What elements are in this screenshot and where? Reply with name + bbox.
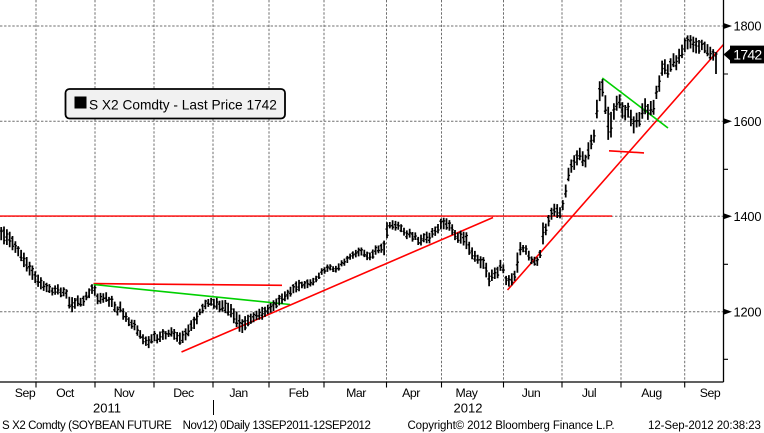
svg-text:1742: 1742 bbox=[733, 47, 762, 63]
svg-text:Jan: Jan bbox=[229, 386, 248, 400]
svg-text:May: May bbox=[456, 386, 479, 400]
svg-text:2012: 2012 bbox=[454, 401, 483, 416]
svg-text:Oct: Oct bbox=[56, 386, 75, 400]
svg-text:Sep: Sep bbox=[700, 386, 721, 400]
svg-text:Feb: Feb bbox=[289, 386, 309, 400]
svg-text:Copyright© 2012 Bloomberg Fina: Copyright© 2012 Bloomberg Finance L.P. bbox=[408, 420, 615, 432]
svg-text:1400: 1400 bbox=[734, 209, 762, 224]
svg-text:Jun: Jun bbox=[522, 386, 541, 400]
svg-text:Sep: Sep bbox=[15, 386, 36, 400]
svg-text:Dec: Dec bbox=[173, 386, 194, 400]
svg-text:Nov: Nov bbox=[114, 386, 136, 400]
svg-text:1600: 1600 bbox=[734, 114, 762, 129]
svg-text:S X2 Comdty - Last Price 1742: S X2 Comdty - Last Price 1742 bbox=[89, 98, 277, 113]
svg-text:12-Sep-2012 20:38:23: 12-Sep-2012 20:38:23 bbox=[648, 420, 761, 432]
svg-text:1200: 1200 bbox=[734, 304, 762, 319]
svg-text:2011: 2011 bbox=[93, 401, 121, 416]
svg-text:S X2 Comdty (SOYBEAN FUTURE: S X2 Comdty (SOYBEAN FUTURE Nov12) 0Dail… bbox=[2, 420, 371, 432]
svg-text:1800: 1800 bbox=[734, 19, 762, 34]
svg-text:Apr: Apr bbox=[402, 386, 420, 400]
svg-text:Mar: Mar bbox=[346, 386, 366, 400]
svg-text:Jul: Jul bbox=[582, 386, 596, 400]
svg-text:Aug: Aug bbox=[641, 386, 662, 400]
